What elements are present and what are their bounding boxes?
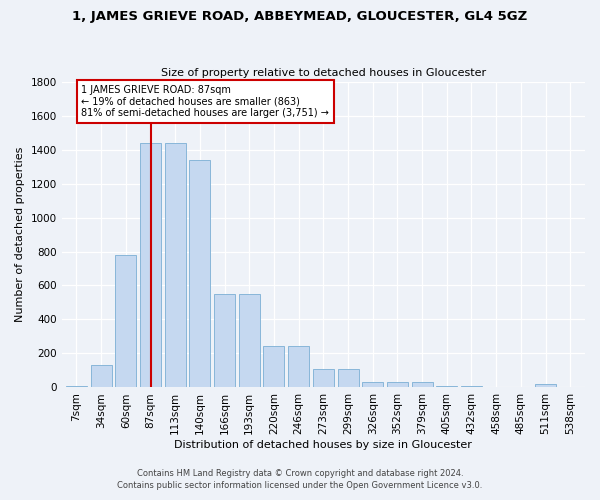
Bar	[91, 366, 112, 388]
Bar	[140, 142, 161, 388]
Bar	[436, 386, 457, 388]
Text: 1, JAMES GRIEVE ROAD, ABBEYMEAD, GLOUCESTER, GL4 5GZ: 1, JAMES GRIEVE ROAD, ABBEYMEAD, GLOUCES…	[73, 10, 527, 23]
Bar	[190, 160, 211, 388]
Bar	[338, 369, 359, 388]
Bar	[263, 346, 284, 388]
Bar	[214, 294, 235, 388]
Bar	[387, 382, 408, 388]
Bar	[313, 369, 334, 388]
Bar	[412, 382, 433, 388]
Y-axis label: Number of detached properties: Number of detached properties	[15, 147, 25, 322]
Bar	[66, 386, 87, 388]
Bar	[115, 255, 136, 388]
Bar	[461, 386, 482, 388]
Bar	[165, 142, 186, 388]
Bar	[362, 382, 383, 388]
Bar	[239, 294, 260, 388]
Bar	[535, 384, 556, 388]
Bar	[288, 346, 309, 388]
Text: 1 JAMES GRIEVE ROAD: 87sqm
← 19% of detached houses are smaller (863)
81% of sem: 1 JAMES GRIEVE ROAD: 87sqm ← 19% of deta…	[82, 85, 329, 118]
Text: Contains HM Land Registry data © Crown copyright and database right 2024.
Contai: Contains HM Land Registry data © Crown c…	[118, 468, 482, 490]
X-axis label: Distribution of detached houses by size in Gloucester: Distribution of detached houses by size …	[175, 440, 472, 450]
Title: Size of property relative to detached houses in Gloucester: Size of property relative to detached ho…	[161, 68, 486, 78]
